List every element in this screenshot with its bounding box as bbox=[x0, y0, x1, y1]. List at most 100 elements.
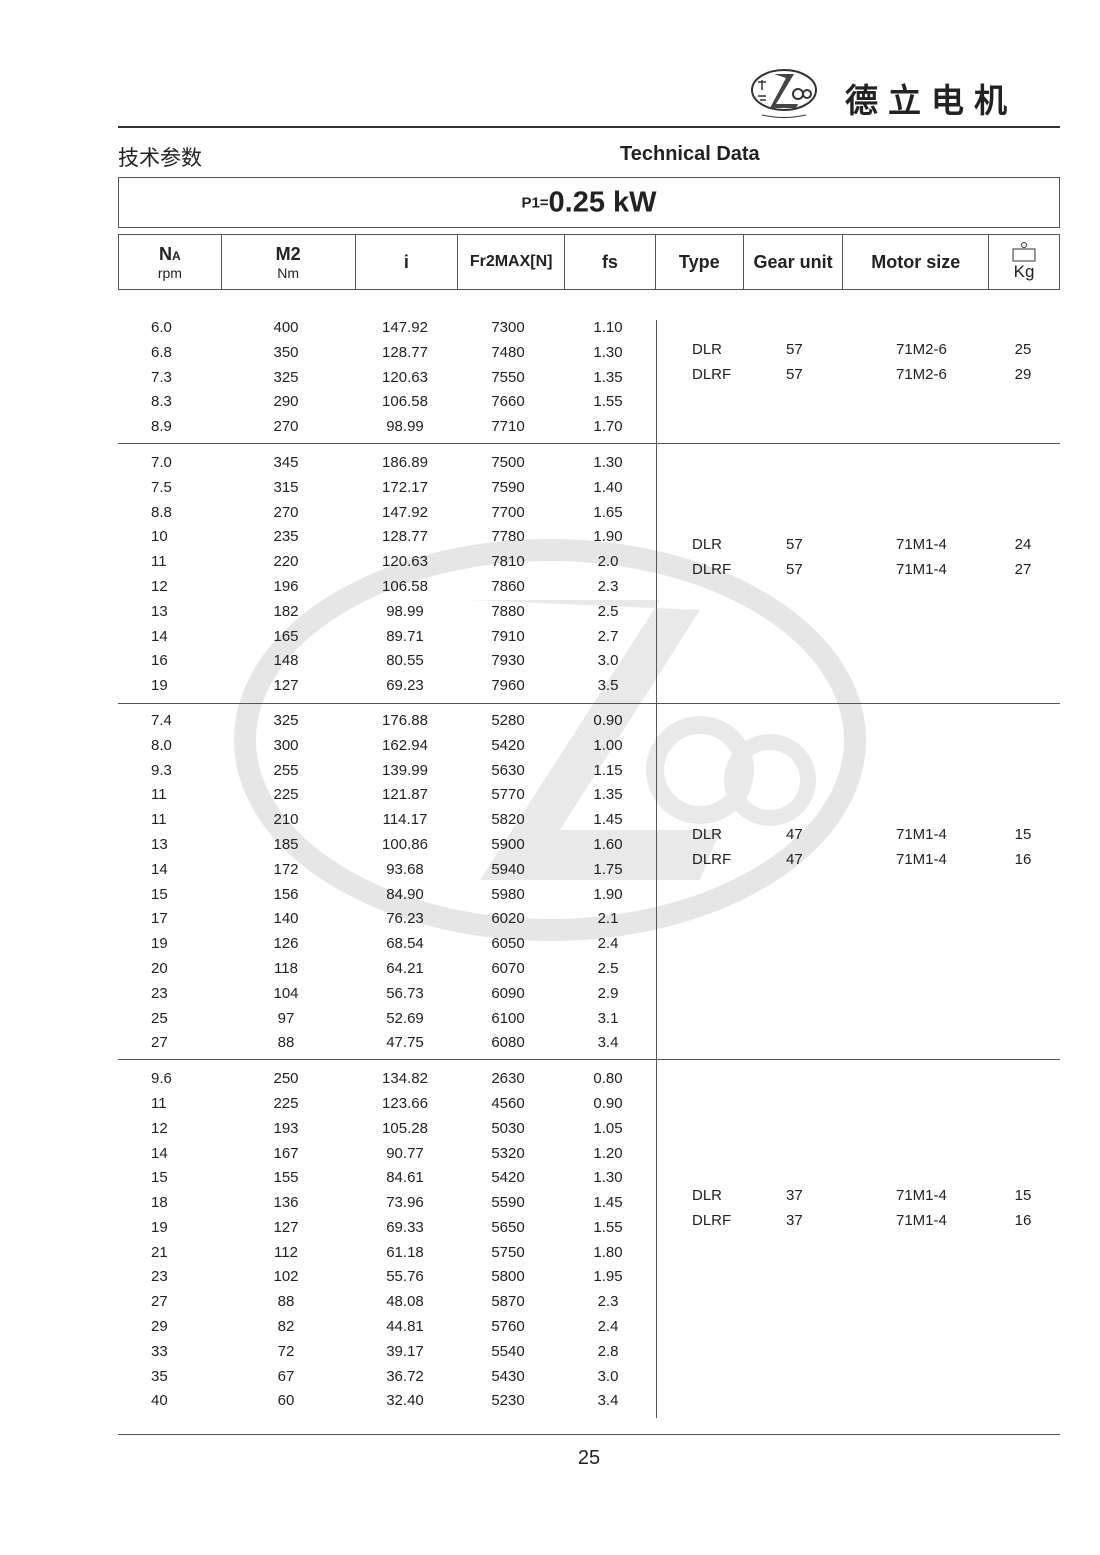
table-row: 40 60 32.40 5230 3.4 bbox=[118, 1389, 1060, 1414]
cell-service-factor: 3.0 bbox=[597, 1367, 619, 1385]
cell-gear-unit: 57 bbox=[786, 535, 803, 553]
cell-radial-load: 7930 bbox=[491, 652, 525, 670]
table-row: 11 225 123.66 4560 0.90 bbox=[118, 1092, 1060, 1117]
cell-torque: 250 bbox=[273, 1070, 299, 1088]
table-row: 6.8 350 128.77 7480 1.30 bbox=[118, 341, 1060, 366]
cell-speed: 8.0 bbox=[151, 736, 172, 754]
cell-radial-load: 5280 bbox=[491, 711, 525, 729]
cell-service-factor: 1.00 bbox=[593, 736, 623, 754]
cell-type: DLRF bbox=[692, 560, 732, 578]
brand-name: 德立电机 bbox=[845, 81, 1017, 120]
cell-service-factor: 0.90 bbox=[593, 1094, 623, 1112]
cell-gear-unit: 57 bbox=[786, 560, 803, 578]
cell-speed: 17 bbox=[151, 910, 168, 928]
cell-motor-size: 71M1-4 bbox=[896, 1187, 947, 1205]
cell-ratio: 32.40 bbox=[386, 1392, 424, 1410]
header-na: NA rpm bbox=[119, 235, 222, 289]
cell-ratio: 56.73 bbox=[386, 984, 424, 1002]
cell-service-factor: 3.5 bbox=[597, 677, 619, 695]
cell-service-factor: 3.4 bbox=[597, 1034, 619, 1052]
cell-service-factor: 1.40 bbox=[593, 478, 623, 496]
cell-torque: 270 bbox=[273, 418, 299, 436]
cell-speed: 8.3 bbox=[151, 393, 172, 411]
table-header: NA rpm M2 Nm i Fr2MAX[N] fs Type Gear un… bbox=[118, 234, 1060, 290]
cell-service-factor: 1.80 bbox=[593, 1243, 623, 1261]
cell-service-factor: 1.30 bbox=[593, 453, 623, 471]
cell-radial-load: 7300 bbox=[491, 319, 525, 336]
cell-gear-unit: 47 bbox=[786, 825, 803, 843]
table-row: 9.6 250 134.82 2630 0.80 bbox=[118, 1067, 1060, 1092]
cell-torque: 165 bbox=[273, 627, 299, 645]
cell-service-factor: 1.95 bbox=[593, 1268, 623, 1286]
cell-torque: 67 bbox=[277, 1367, 295, 1385]
cell-radial-load: 4560 bbox=[491, 1094, 525, 1112]
model-specs: DLR 37 71M1-4 15 DLRF 37 71M1-4 16 bbox=[118, 1184, 1060, 1234]
table-group: 6.0 400 147.92 7300 1.10 6.8 350 128.77 7480 1.30… bbox=[118, 303, 1060, 444]
model-specs: DLR 57 71M1-4 24 DLRF 57 71M1-4 27 bbox=[118, 533, 1060, 583]
header-gear-unit-label: Gear unit bbox=[753, 251, 833, 272]
table-row: 19 126 68.54 6050 2.4 bbox=[118, 932, 1060, 957]
cell-service-factor: 2.4 bbox=[597, 1318, 619, 1336]
cell-speed: 10 bbox=[151, 528, 168, 546]
cell-torque: 127 bbox=[273, 677, 299, 695]
cell-ratio: 139.99 bbox=[382, 761, 428, 779]
cell-speed: 6.0 bbox=[151, 319, 172, 336]
cell-radial-load: 5590 bbox=[491, 1194, 525, 1212]
cell-torque: 270 bbox=[273, 503, 299, 521]
table-row: 7.3 325 120.63 7550 1.35 bbox=[118, 366, 1060, 391]
cell-radial-load: 6080 bbox=[491, 1034, 525, 1052]
cell-radial-load: 5420 bbox=[491, 1169, 525, 1187]
cell-ratio: 176.88 bbox=[382, 711, 428, 729]
cell-service-factor: 1.30 bbox=[593, 1169, 623, 1187]
cell-speed: 7.3 bbox=[151, 368, 172, 386]
cell-torque: 290 bbox=[273, 393, 299, 411]
cell-ratio: 69.23 bbox=[386, 677, 424, 695]
cell-weight: 15 bbox=[1014, 825, 1032, 843]
cell-weight: 27 bbox=[1014, 560, 1032, 578]
cell-torque: 127 bbox=[273, 1218, 299, 1236]
cell-radial-load: 7880 bbox=[491, 602, 525, 620]
cell-ratio: 172.17 bbox=[382, 478, 428, 496]
cell-speed: 23 bbox=[151, 1268, 168, 1286]
cell-speed: 19 bbox=[151, 935, 168, 953]
model-specs: DLR 57 71M2-6 25 DLRF 57 71M2-6 29 bbox=[118, 338, 1060, 388]
cell-torque: 225 bbox=[273, 786, 299, 804]
cell-radial-load: 5800 bbox=[491, 1268, 525, 1286]
header-type: Type bbox=[656, 235, 744, 289]
cell-weight: 15 bbox=[1014, 1187, 1032, 1205]
cell-torque: 102 bbox=[273, 1268, 299, 1286]
table-row: 19 127 69.33 5650 1.55 bbox=[118, 1216, 1060, 1241]
cell-speed: 15 bbox=[151, 1169, 168, 1187]
table-group: 7.4 325 176.88 5280 0.90 8.0 300 162.94 5420 1.00… bbox=[118, 703, 1060, 1061]
cell-torque: 72 bbox=[277, 1342, 295, 1360]
header-i-label: i bbox=[403, 251, 409, 272]
table-row: 20 118 64.21 6070 2.5 bbox=[118, 957, 1060, 982]
table-row: 11 225 121.87 5770 1.35 bbox=[118, 783, 1060, 808]
cell-service-factor: 2.5 bbox=[597, 959, 619, 977]
cell-weight: 16 bbox=[1014, 850, 1032, 868]
cell-service-factor: 1.10 bbox=[593, 319, 623, 336]
table-row: 13 182 98.99 7880 2.5 bbox=[118, 600, 1060, 625]
cell-torque: 97 bbox=[277, 1009, 295, 1027]
cell-gear-unit: 57 bbox=[786, 365, 803, 383]
cell-radial-load: 5030 bbox=[491, 1119, 525, 1137]
cell-torque: 325 bbox=[273, 368, 299, 386]
cell-radial-load: 6090 bbox=[491, 984, 525, 1002]
cell-service-factor: 1.65 bbox=[593, 503, 623, 521]
cell-radial-load: 7660 bbox=[491, 393, 525, 411]
table-row: 25 97 52.69 6100 3.1 bbox=[118, 1007, 1060, 1032]
header-fr-label: Fr2MAX[N] bbox=[469, 253, 553, 270]
table-row: 14 167 90.77 5320 1.20 bbox=[118, 1142, 1060, 1167]
model-row: DLRF 57 71M1-4 27 bbox=[118, 558, 1060, 583]
cell-service-factor: 1.35 bbox=[593, 368, 623, 386]
table-row: 27 88 48.08 5870 2.3 bbox=[118, 1290, 1060, 1315]
table-row: 8.3 290 106.58 7660 1.55 bbox=[118, 390, 1060, 415]
cell-ratio: 105.28 bbox=[382, 1119, 428, 1137]
cell-service-factor: 2.1 bbox=[597, 910, 619, 928]
cell-ratio: 98.99 bbox=[386, 418, 424, 436]
cell-torque: 400 bbox=[273, 319, 299, 336]
cell-radial-load: 5420 bbox=[491, 736, 525, 754]
model-row: DLR 57 71M2-6 25 bbox=[118, 338, 1060, 363]
cell-torque: 167 bbox=[273, 1144, 299, 1162]
cell-ratio: 128.77 bbox=[382, 343, 428, 361]
